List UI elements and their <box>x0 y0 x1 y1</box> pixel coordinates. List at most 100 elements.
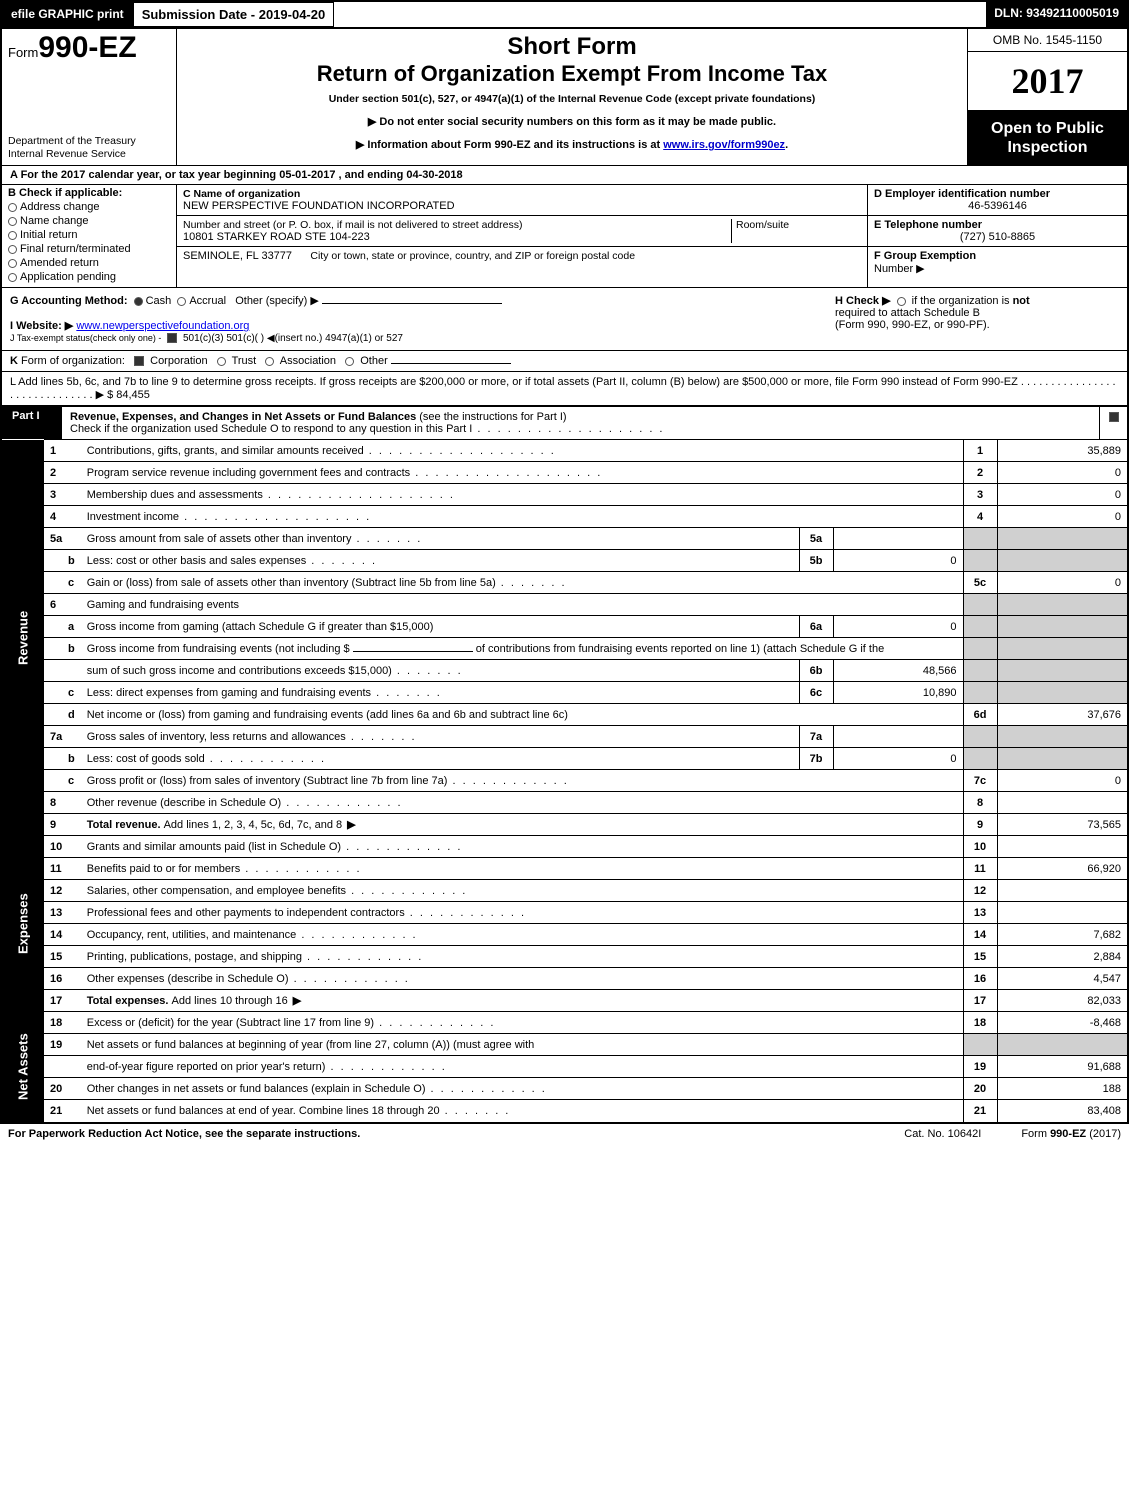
col-c: C Name of organization NEW PERSPECTIVE F… <box>177 185 867 287</box>
g-pre: G Accounting Method: <box>10 295 128 307</box>
chk-label: Address change <box>20 201 100 213</box>
l13-num: 13 <box>44 902 81 924</box>
l10-rn: 10 <box>963 836 997 858</box>
l2-rn: 2 <box>963 462 997 484</box>
l12-desc: Salaries, other compensation, and employ… <box>81 880 963 902</box>
c-city-row: SEMINOLE, FL 33777 City or town, state o… <box>177 247 867 265</box>
e-value: (727) 510-8865 <box>874 231 1121 243</box>
chk-amended-return[interactable]: Amended return <box>8 257 170 269</box>
footer: For Paperwork Reduction Act Notice, see … <box>0 1124 1129 1144</box>
l7b-rn <box>963 748 997 770</box>
g-other-line <box>322 303 502 304</box>
radio-accrual[interactable] <box>177 297 186 306</box>
website-link[interactable]: www.newperspectivefoundation.org <box>76 320 249 332</box>
g-cash: Cash <box>146 295 172 307</box>
row-17: 17 Total expenses. Add lines 10 through … <box>2 990 1127 1012</box>
l1-num: 1 <box>44 440 81 462</box>
l6b2-desc: sum of such gross income and contributio… <box>81 660 799 682</box>
row-6c: c Less: direct expenses from gaming and … <box>2 682 1127 704</box>
l13-rn: 13 <box>963 902 997 924</box>
l14-rv: 7,682 <box>997 924 1127 946</box>
l11-rn: 11 <box>963 858 997 880</box>
l1-rv: 35,889 <box>997 440 1127 462</box>
d-row: D Employer identification number 46-5396… <box>868 185 1127 216</box>
chk-assoc[interactable] <box>265 357 274 366</box>
footer-right: Form 990-EZ (2017) <box>1021 1128 1121 1140</box>
l19b-num <box>44 1056 81 1078</box>
l12-num: 12 <box>44 880 81 902</box>
line-a-begin: 05-01-2017 <box>279 169 335 181</box>
chk-address-change[interactable]: Address change <box>8 201 170 213</box>
form-header: Form990-EZ Department of the Treasury In… <box>2 29 1127 166</box>
row-19b: end-of-year figure reported on prior yea… <box>2 1056 1127 1078</box>
l6a-desc: Gross income from gaming (attach Schedul… <box>81 616 799 638</box>
omb-number: OMB No. 1545-1150 <box>968 29 1127 52</box>
d-label: D Employer identification number <box>874 188 1050 200</box>
chk-501c3[interactable] <box>167 333 177 343</box>
line-a-mid: , and ending <box>339 169 407 181</box>
l10-num: 10 <box>44 836 81 858</box>
l3-num: 3 <box>44 484 81 506</box>
l8-rv <box>997 792 1127 814</box>
efile-print-button[interactable]: efile GRAPHIC print <box>2 2 133 27</box>
row-21: 21 Net assets or fund balances at end of… <box>2 1100 1127 1122</box>
l16-num: 16 <box>44 968 81 990</box>
l8-desc: Other revenue (describe in Schedule O) <box>81 792 963 814</box>
row-6a: a Gross income from gaming (attach Sched… <box>2 616 1127 638</box>
part1-desc1: Revenue, Expenses, and Changes in Net As… <box>70 411 419 423</box>
l9-d1: Total revenue. <box>87 819 164 831</box>
chk-final-return[interactable]: Final return/terminated <box>8 243 170 255</box>
l4-rn: 4 <box>963 506 997 528</box>
l9-rv: 73,565 <box>997 814 1127 836</box>
tax-year: 2017 <box>968 52 1127 111</box>
l7a-rn <box>963 726 997 748</box>
chk-label: Initial return <box>20 229 77 241</box>
l19b-rn: 19 <box>963 1056 997 1078</box>
k-other-line <box>391 363 511 364</box>
l19-rv <box>997 1034 1127 1056</box>
l15-rv: 2,884 <box>997 946 1127 968</box>
chk-corp[interactable] <box>134 356 144 366</box>
l6c-iv: 10,890 <box>833 682 963 704</box>
form-number: Form990-EZ <box>8 31 170 65</box>
chk-name-change[interactable]: Name change <box>8 215 170 227</box>
l1-rn: 1 <box>963 440 997 462</box>
l7b-rv <box>997 748 1127 770</box>
part1-check: Check if the organization used Schedule … <box>70 423 665 435</box>
j-opts: 501(c)(3) 501(c)( ) ◀(insert no.) 4947(a… <box>183 333 403 344</box>
l6a-iv: 0 <box>833 616 963 638</box>
l15-num: 15 <box>44 946 81 968</box>
l18-rv: -8,468 <box>997 1012 1127 1034</box>
l6a-rn <box>963 616 997 638</box>
l7c-rn: 7c <box>963 770 997 792</box>
radio-cash[interactable] <box>134 297 143 306</box>
info-link[interactable]: www.irs.gov/form990ez <box>663 139 785 151</box>
l9-rn: 9 <box>963 814 997 836</box>
row-6d: d Net income or (loss) from gaming and f… <box>2 704 1127 726</box>
chk-label: Name change <box>20 215 89 227</box>
dln: DLN: 93492110005019 <box>986 2 1127 27</box>
part1-tickbox[interactable] <box>1099 406 1127 439</box>
l7b-desc: Less: cost of goods sold <box>81 748 799 770</box>
l10-rv <box>997 836 1127 858</box>
l16-rn: 16 <box>963 968 997 990</box>
row-15: 15 Printing, publications, postage, and … <box>2 946 1127 968</box>
chk-application-pending[interactable]: Application pending <box>8 271 170 283</box>
l7a-num: 7a <box>44 726 81 748</box>
l5a-iv <box>833 528 963 550</box>
row-5a: 5a Gross amount from sale of assets othe… <box>2 528 1127 550</box>
h-check[interactable] <box>897 297 906 306</box>
chk-initial-return[interactable]: Initial return <box>8 229 170 241</box>
row-6: 6 Gaming and fundraising events <box>2 594 1127 616</box>
part1-header: Part I Revenue, Expenses, and Changes in… <box>2 406 1127 439</box>
row-9: 9 Total revenue. Add lines 1, 2, 3, 4, 5… <box>2 814 1127 836</box>
c-addr-label: Number and street (or P. O. box, if mail… <box>183 219 522 231</box>
l5b-num: b <box>44 550 81 572</box>
chk-trust[interactable] <box>217 357 226 366</box>
chk-other[interactable] <box>345 357 354 366</box>
l1-desc: Contributions, gifts, grants, and simila… <box>81 440 963 462</box>
c-name-row: C Name of organization NEW PERSPECTIVE F… <box>177 185 867 216</box>
dept-line2: Internal Revenue Service <box>8 148 126 160</box>
l6b-d1: Gross income from fundraising events (no… <box>87 643 353 655</box>
row-13: 13 Professional fees and other payments … <box>2 902 1127 924</box>
